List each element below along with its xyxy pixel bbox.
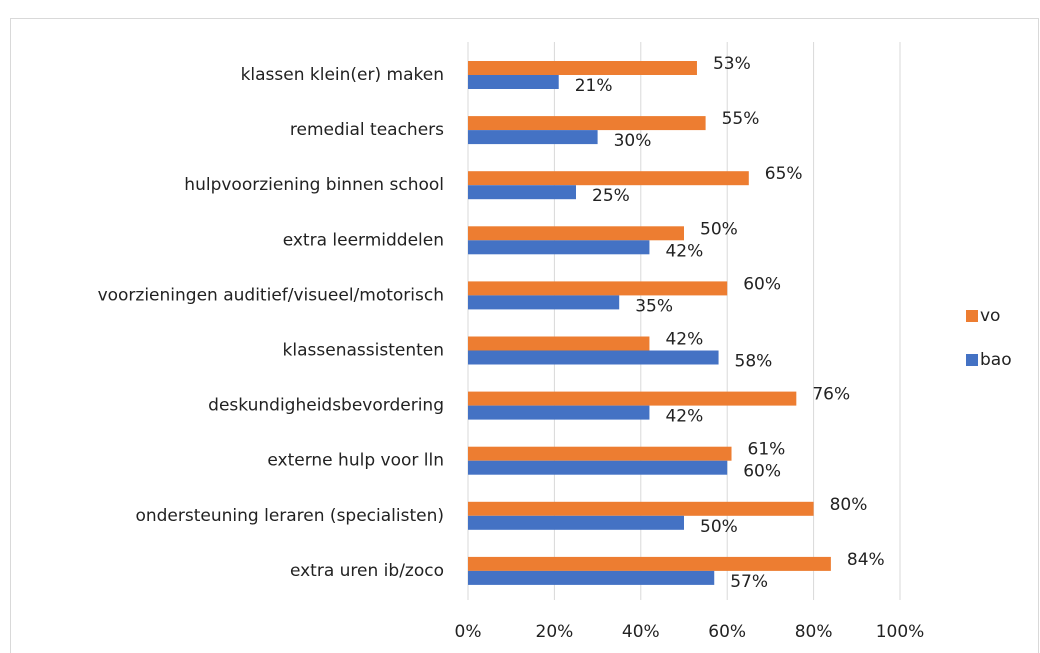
data-label: 57%: [730, 572, 768, 592]
data-label: 60%: [743, 274, 781, 294]
bar: [468, 405, 650, 420]
data-label: 42%: [665, 407, 703, 427]
data-label: 42%: [665, 330, 703, 350]
y-tick-label: klassen klein(er) maken: [241, 65, 444, 85]
x-tick-label: 20%: [536, 622, 574, 642]
data-label: 53%: [713, 54, 751, 74]
bar: [468, 281, 728, 296]
x-tick-label: 80%: [795, 622, 833, 642]
data-label: 65%: [765, 164, 803, 184]
data-label: 42%: [665, 241, 703, 261]
legend-label: bao: [980, 350, 1012, 370]
y-tick-label: remedial teachers: [290, 120, 444, 140]
y-tick-label: extra uren ib/zoco: [290, 561, 444, 581]
legend-swatch: [966, 354, 978, 366]
bar: [468, 336, 650, 351]
data-label: 21%: [575, 76, 613, 96]
bar: [468, 171, 749, 186]
x-tick-label: 60%: [708, 622, 746, 642]
data-label: 35%: [635, 296, 673, 316]
legend-swatch: [966, 310, 978, 322]
legend-label: vo: [980, 306, 1000, 326]
bar: [468, 240, 650, 255]
bar: [468, 501, 814, 516]
data-label: 50%: [700, 219, 738, 239]
data-label: 80%: [830, 495, 868, 515]
y-tick-label: extra leermiddelen: [283, 230, 444, 250]
bar: [468, 130, 598, 145]
x-tick-label: 100%: [876, 622, 925, 642]
data-label: 50%: [700, 517, 738, 537]
y-tick-label: ondersteuning leraren (specialisten): [135, 506, 444, 526]
data-label: 30%: [614, 131, 652, 151]
bar: [468, 446, 732, 461]
data-label: 55%: [722, 109, 760, 129]
bar: [468, 61, 697, 75]
bar: [468, 185, 576, 200]
y-tick-label: klassenassistenten: [283, 341, 444, 361]
bar: [468, 75, 559, 89]
data-label: 84%: [847, 550, 885, 570]
bar: [468, 460, 728, 475]
y-tick-label: deskundigheidsbevordering: [208, 396, 444, 416]
data-label: 25%: [592, 186, 630, 206]
data-label: 58%: [735, 352, 773, 372]
bar: [468, 295, 620, 310]
bar: [468, 226, 684, 241]
bar: [468, 391, 797, 406]
data-label: 60%: [743, 462, 781, 482]
y-tick-label: hulpvoorziening binnen school: [184, 175, 444, 195]
x-tick-label: 0%: [455, 622, 482, 642]
bar: [468, 116, 706, 131]
bar: [468, 570, 715, 585]
bar: [468, 556, 831, 571]
data-label: 61%: [748, 440, 786, 460]
bar: [468, 515, 684, 530]
bar: [468, 350, 719, 365]
y-tick-label: voorzieningen auditief/visueel/motorisch: [98, 285, 444, 305]
y-tick-label: externe hulp voor lln: [267, 451, 444, 471]
data-label: 76%: [812, 385, 850, 405]
x-tick-label: 40%: [622, 622, 660, 642]
